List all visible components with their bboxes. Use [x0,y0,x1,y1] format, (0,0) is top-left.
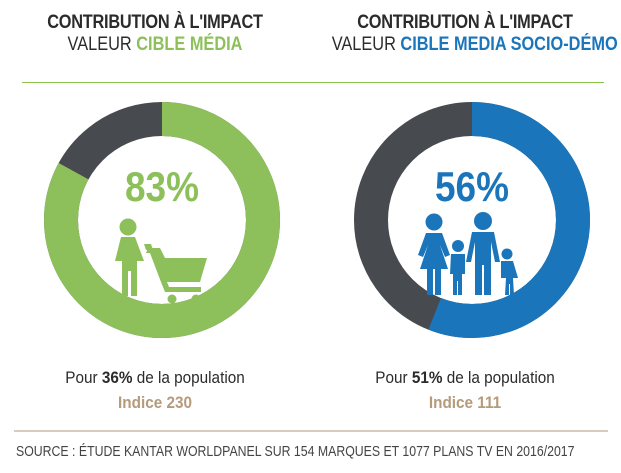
left-donut-chart: 83% [44,102,280,338]
footer-divider [14,430,608,432]
right-population-value: 51% [411,368,443,387]
right-panel: CONTRIBUTION À L'IMPACT VALEUR CIBLE MED… [310,0,620,56]
woman-with-shopping-cart-icon [115,218,207,304]
right-subtitle-highlight: CIBLE MEDIA SOCIO-DÉMO [400,34,618,55]
header-divider [22,82,604,83]
right-population-prefix: Pour [375,368,412,387]
left-donut-percent-label: 83% [125,164,199,211]
source-note: SOURCE : ÉTUDE KANTAR WORLDPANEL SUR 154… [16,443,575,460]
left-population-suffix: de la population [132,368,245,387]
right-donut-value-slice [354,102,590,338]
left-indice: Indice 230 [118,393,192,412]
right-title: CONTRIBUTION À L'IMPACT [357,12,573,33]
right-subtitle: VALEUR CIBLE MEDIA SOCIO-DÉMO [331,34,618,56]
left-title: CONTRIBUTION À L'IMPACT [47,12,263,33]
right-population-suffix: de la population [442,368,555,387]
left-population-prefix: Pour [65,368,102,387]
right-donut-percent-label: 56% [435,164,509,211]
right-population-text: Pour 51% de la population [326,368,605,388]
right-subtitle-prefix: VALEUR [331,34,401,55]
left-subtitle: VALEUR CIBLE MÉDIA [22,34,289,56]
right-donut-chart: 56% [354,102,590,338]
left-subtitle-highlight: CIBLE MÉDIA [136,34,243,55]
left-donut-value-slice [44,102,280,338]
left-population-value: 36% [101,368,133,387]
left-subtitle-prefix: VALEUR [67,34,137,55]
family-icon [418,212,518,295]
right-indice: Indice 111 [428,393,502,412]
left-panel: CONTRIBUTION À L'IMPACT VALEUR CIBLE MÉD… [0,0,310,56]
left-population-text: Pour 36% de la population [16,368,295,388]
